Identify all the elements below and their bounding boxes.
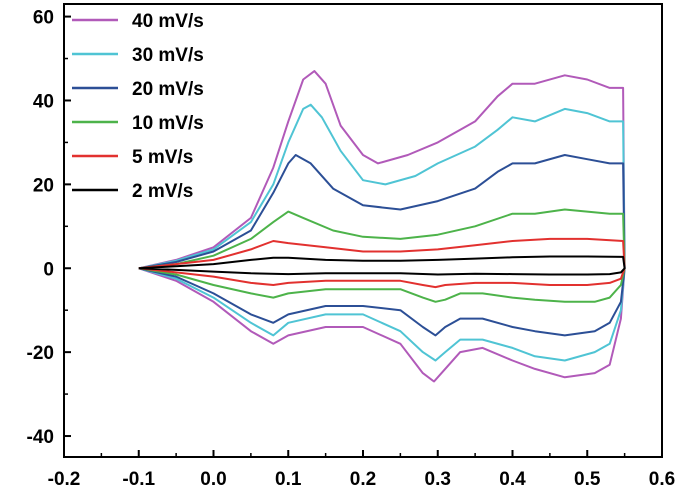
legend-item: 10 mV/s	[72, 113, 204, 134]
legend-label: 40 mV/s	[132, 11, 204, 32]
legend-label: 20 mV/s	[132, 79, 204, 100]
plot-frame	[63, 3, 663, 458]
legend-item: 2 mV/s	[72, 181, 193, 202]
x-tick-label: 0.5	[574, 469, 601, 490]
y-tick-label: -20	[27, 343, 54, 364]
x-tick-label: -0.2	[48, 469, 81, 490]
x-tick-label: 0.6	[649, 469, 675, 490]
legend-item: 5 mV/s	[72, 147, 193, 168]
legend: 40 mV/s 30 mV/s 20 mV/s 10 mV/s 5 mV/s 2 mV/s	[72, 11, 204, 202]
x-tick-label: 0.0	[200, 469, 226, 490]
legend-item: 20 mV/s	[72, 79, 204, 100]
x-tick-label: 0.3	[425, 469, 451, 490]
series-line-5	[138, 237, 626, 289]
series-line-2	[138, 103, 626, 362]
legend-label: 10 mV/s	[132, 113, 204, 134]
series-line-6	[138, 255, 626, 276]
x-tick-label: 0.4	[499, 469, 526, 490]
series-line-4	[138, 208, 626, 303]
x-tick-label: 0.2	[350, 469, 376, 490]
y-tick-label: 40	[33, 91, 54, 112]
legend-item: 40 mV/s	[72, 11, 204, 32]
x-tick-label: -0.1	[122, 469, 155, 490]
y-tick-label: 0	[43, 259, 54, 280]
series-layer	[138, 70, 626, 383]
axis-layer: -0.2 -0.1 0.0 0.1 0.2 0.3 0.4 0.5 0.6 60 40 20 0 -20 -…	[27, 8, 676, 490]
legend-label: 5 mV/s	[132, 147, 193, 168]
legend-label: 30 mV/s	[132, 45, 204, 66]
series-line-1	[138, 70, 626, 383]
y-tick-label: 60	[33, 8, 54, 29]
y-tick-label: -40	[27, 427, 54, 448]
x-tick-label: 0.1	[275, 469, 302, 490]
y-tick-label: 20	[33, 175, 54, 196]
legend-label: 2 mV/s	[132, 181, 193, 202]
series-line-3	[138, 154, 626, 337]
legend-item: 30 mV/s	[72, 45, 204, 66]
